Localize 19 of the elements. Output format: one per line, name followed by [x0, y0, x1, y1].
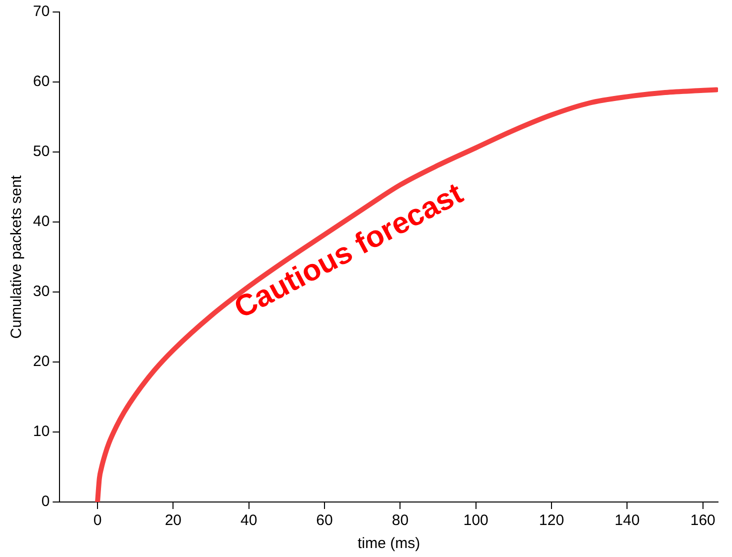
x-tick-label: 20 [164, 512, 182, 530]
y-tick-label: 40 [32, 213, 50, 230]
x-tick-label: 60 [316, 512, 333, 530]
y-tick-label: 70 [32, 3, 50, 20]
y-tick-label: 60 [32, 73, 50, 90]
x-tick-label: 120 [539, 512, 564, 530]
y-tick-label: 0 [41, 493, 50, 510]
x-tick-label: 160 [690, 512, 716, 530]
x-tick-label: 0 [93, 512, 102, 530]
x-tick-label: 140 [614, 512, 640, 530]
x-axis-title: time (ms) [358, 535, 420, 552]
y-tick-label: 30 [32, 283, 50, 300]
y-tick-label: 10 [32, 423, 50, 440]
x-tick-label: 100 [463, 512, 488, 530]
y-tick-label: 20 [32, 353, 50, 370]
x-tick-label: 40 [240, 512, 258, 530]
y-axis-title: Cumulative packets sent [8, 174, 26, 339]
y-tick-label: 50 [32, 143, 50, 160]
x-tick-label: 80 [392, 512, 409, 530]
